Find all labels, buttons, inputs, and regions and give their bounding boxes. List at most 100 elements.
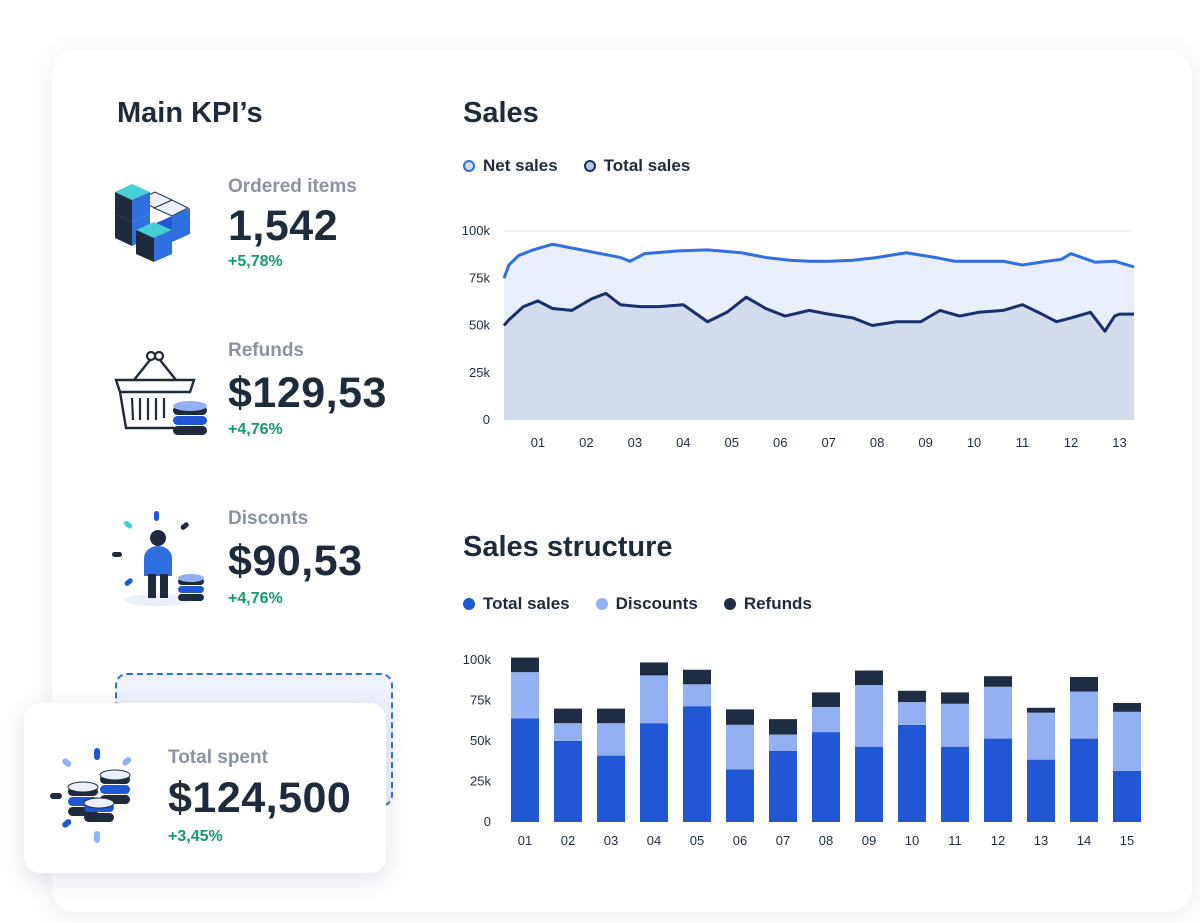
bars-x-tick-label: 14 — [1077, 833, 1091, 848]
sales-x-tick-label: 03 — [628, 435, 642, 450]
bars-x-tick-label: 11 — [948, 833, 962, 848]
bar-discounts-segment[interactable] — [683, 684, 711, 707]
bars-x-tick-label: 13 — [1034, 833, 1048, 848]
bar-total-sales-segment[interactable] — [726, 769, 754, 822]
bars-x-tick-label: 08 — [819, 833, 833, 848]
sales-x-tick-label: 01 — [531, 435, 545, 450]
bar-refunds-segment[interactable] — [597, 708, 625, 724]
bar-refunds-segment[interactable] — [855, 670, 883, 686]
bar-total-sales-segment[interactable] — [640, 723, 668, 822]
bar-refunds-segment[interactable] — [812, 692, 840, 707]
bar-total-sales-segment[interactable] — [597, 755, 625, 822]
bar-total-sales-segment[interactable] — [898, 724, 926, 822]
sales-y-tick-label: 100k — [462, 223, 491, 238]
bar-total-sales-segment[interactable] — [855, 746, 883, 822]
legend-swatch-bar-discounts — [595, 598, 608, 610]
sales-x-tick-label: 12 — [1064, 435, 1078, 450]
bar-total-sales-segment[interactable] — [511, 718, 539, 822]
bar-refunds-segment[interactable] — [769, 719, 797, 735]
bar-total-sales-segment[interactable] — [1070, 738, 1098, 822]
basket-icon — [114, 350, 207, 435]
bar-refunds-segment[interactable] — [554, 708, 582, 724]
bars-x-tick-label: 06 — [733, 833, 747, 848]
bar-discounts-segment[interactable] — [726, 724, 754, 770]
total-spent-value: $124,500 — [168, 774, 352, 822]
bars-y-tick-label: 75k — [470, 693, 491, 708]
sales-x-tick-label: 08 — [870, 435, 884, 450]
kpi-ordered-items-change: +5,78% — [228, 253, 283, 270]
bar-discounts-segment[interactable] — [812, 706, 840, 733]
legend-item-bar-refunds[interactable]: Refunds — [723, 594, 812, 614]
legend-item-bar-total-sales[interactable]: Total sales — [463, 594, 570, 614]
kpi-section-title: Main KPI’s — [117, 97, 263, 129]
sales-x-tick-label: 10 — [967, 435, 981, 450]
bar-total-sales-segment[interactable] — [812, 732, 840, 822]
bar-refunds-segment[interactable] — [898, 690, 926, 703]
sales-y-tick-label: 50k — [469, 318, 490, 333]
kpi-discounts-value: $90,53 — [228, 537, 363, 585]
bar-total-sales-segment[interactable] — [683, 706, 711, 822]
bar-discounts-segment[interactable] — [554, 723, 582, 741]
legend-item-net-sales[interactable]: Net sales — [463, 156, 558, 176]
legend-item-bar-discounts[interactable]: Discounts — [595, 594, 698, 614]
total-spent-label: Total spent — [168, 747, 268, 768]
sales-x-tick-label: 11 — [1016, 435, 1030, 450]
bars-x-tick-label: 12 — [991, 833, 1005, 848]
legend-swatch-total-sales — [583, 160, 596, 172]
legend-label-total-sales: Total sales — [603, 156, 691, 175]
bar-discounts-segment[interactable] — [984, 686, 1012, 739]
legend-swatch-bar-refunds — [723, 598, 736, 610]
legend-swatch-net-sales — [463, 160, 475, 172]
bar-refunds-segment[interactable] — [726, 709, 754, 725]
bar-discounts-segment[interactable] — [1113, 711, 1141, 771]
bars-x-tick-label: 15 — [1120, 833, 1134, 848]
sales-x-tick-label: 09 — [918, 435, 932, 450]
sales-y-tick-label: 0 — [483, 412, 490, 427]
kpi-ordered-items-value: 1,542 — [228, 202, 339, 250]
bar-discounts-segment[interactable] — [1070, 691, 1098, 739]
sales-structure-legend: Total sales Discounts Refunds — [463, 594, 838, 614]
bar-discounts-segment[interactable] — [597, 723, 625, 756]
cubes-icon — [115, 184, 190, 262]
bar-total-sales-segment[interactable] — [984, 738, 1012, 822]
legend-label-bar-discounts: Discounts — [615, 594, 698, 613]
kpi-refunds-change: +4,76% — [228, 421, 283, 438]
kpi-discounts-change: +4,76% — [228, 590, 283, 607]
bars-x-tick-label: 03 — [604, 833, 618, 848]
bar-refunds-segment[interactable] — [1070, 677, 1098, 692]
bars-y-tick-label: 0 — [484, 814, 491, 829]
bar-total-sales-segment[interactable] — [1027, 759, 1055, 822]
bar-discounts-segment[interactable] — [898, 702, 926, 725]
net-sales-line[interactable] — [502, 242, 1135, 279]
bar-discounts-segment[interactable] — [855, 685, 883, 747]
bars-y-tick-label: 100k — [463, 652, 492, 667]
bar-refunds-segment[interactable] — [984, 676, 1012, 687]
kpi-discounts-label: Disconts — [228, 508, 309, 529]
sales-x-tick-label: 05 — [725, 435, 739, 450]
bars-x-tick-label: 09 — [862, 833, 876, 848]
bar-refunds-segment[interactable] — [941, 692, 969, 704]
bar-refunds-segment[interactable] — [511, 657, 539, 673]
bar-refunds-segment[interactable] — [683, 669, 711, 685]
bar-discounts-segment[interactable] — [640, 675, 668, 724]
sales-area-chart[interactable]: 0 25k 50k 75k 100k 01 02 03 04 05 06 07 08 09 10 11 12 13 — [440, 200, 1160, 465]
bar-refunds-segment[interactable] — [1027, 707, 1055, 713]
bar-refunds-segment[interactable] — [1113, 702, 1141, 712]
bars-x-tick-label: 02 — [561, 833, 575, 848]
bar-total-sales-segment[interactable] — [941, 746, 969, 822]
sales-structure-bar-chart[interactable]: 0 25k 50k 75k 100k 01 02 03 04 05 06 07 08 09 10 11 12 13… — [440, 640, 1160, 860]
bar-total-sales-segment[interactable] — [1113, 770, 1141, 822]
bar-total-sales-segment[interactable] — [554, 741, 582, 822]
bar-discounts-segment[interactable] — [1027, 712, 1055, 760]
bar-discounts-segment[interactable] — [769, 734, 797, 751]
bars-x-tick-label: 07 — [776, 833, 790, 848]
bar-discounts-segment[interactable] — [511, 672, 539, 719]
total-sales-line[interactable] — [502, 291, 1134, 333]
bar-refunds-segment[interactable] — [640, 662, 668, 676]
person-coins-icon — [112, 511, 204, 606]
bar-total-sales-segment[interactable] — [769, 750, 797, 822]
kpi-refunds-label: Refunds — [228, 340, 304, 361]
bar-discounts-segment[interactable] — [941, 703, 969, 747]
legend-item-total-sales[interactable]: Total sales — [583, 156, 691, 176]
bars-x-tick-label: 10 — [905, 833, 919, 848]
